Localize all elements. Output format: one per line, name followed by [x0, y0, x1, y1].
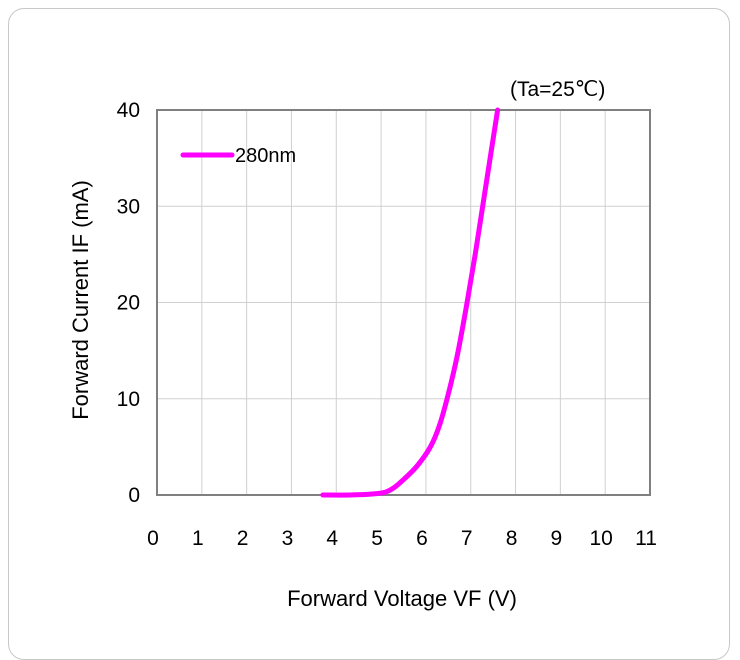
series-line-280nm: [320, 107, 501, 498]
x-tick-label: 4: [326, 527, 338, 550]
y-tick-label: 40: [117, 99, 140, 122]
x-axis-title: Forward Voltage VF (V): [287, 586, 517, 611]
x-tick-label: 2: [237, 527, 249, 550]
grid: [157, 110, 650, 495]
x-tick-label: 9: [551, 527, 563, 550]
condition-annotation: (Ta=25℃): [510, 78, 605, 101]
x-tick-label: 5: [371, 527, 383, 550]
x-tick-label: 10: [590, 527, 613, 550]
legend-label: 280nm: [235, 145, 296, 167]
y-tick-label: 10: [117, 388, 140, 411]
y-tick-label: 20: [117, 292, 140, 315]
plot-frame: [156, 109, 651, 496]
x-tick-label: 1: [192, 527, 204, 550]
chart-card: [8, 8, 730, 660]
y-tick-labels: 0 10 20 30 40: [117, 99, 140, 507]
y-axis-title: Forward Current IF (mA): [68, 180, 93, 420]
y-tick-label: 30: [117, 195, 140, 218]
y-tick-label: 0: [128, 484, 140, 507]
x-tick-label: 3: [282, 527, 294, 550]
x-tick-label: 6: [416, 527, 428, 550]
x-tick-label: 0: [147, 527, 159, 550]
x-tick-label: 11: [635, 527, 657, 550]
x-tick-label: 7: [461, 527, 473, 550]
x-tick-label: 8: [506, 527, 518, 550]
x-tick-labels: 0 1 2 3 4 5 6 7 8 9 10 11: [147, 527, 657, 550]
